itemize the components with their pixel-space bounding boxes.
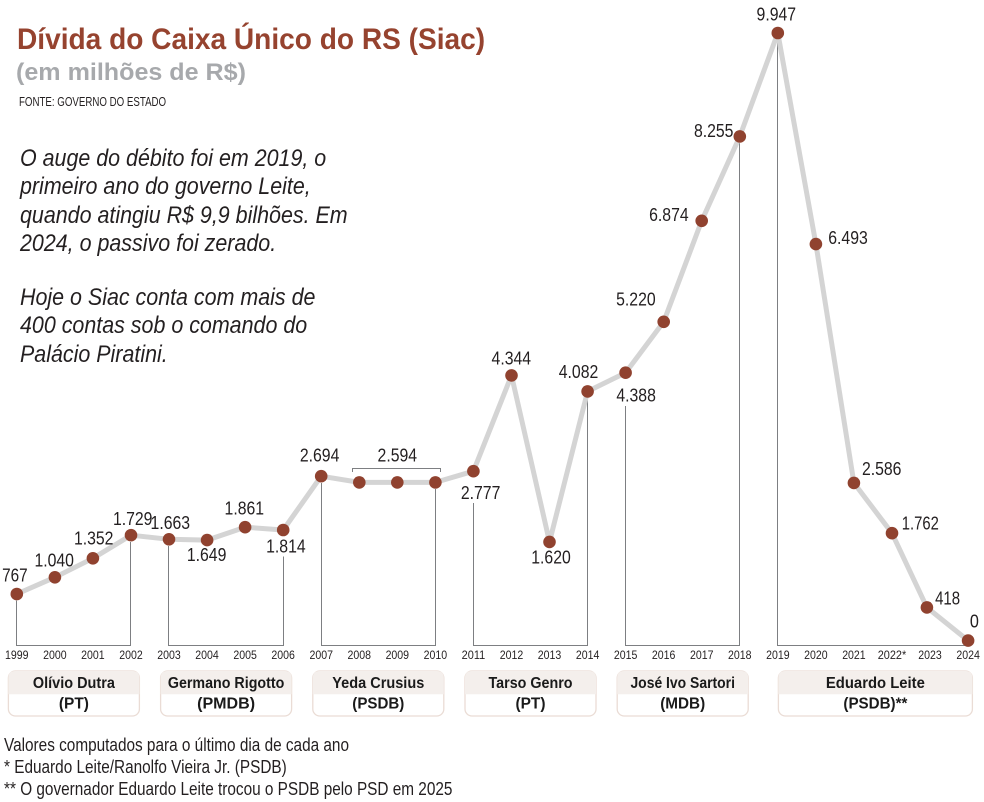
svg-text:1.620: 1.620 bbox=[531, 548, 571, 568]
svg-text:2.694: 2.694 bbox=[300, 446, 340, 466]
svg-text:2016: 2016 bbox=[652, 650, 676, 662]
svg-text:2004: 2004 bbox=[195, 650, 219, 662]
svg-text:5.220: 5.220 bbox=[616, 289, 656, 309]
svg-text:2009: 2009 bbox=[386, 650, 410, 662]
svg-text:1999: 1999 bbox=[5, 650, 29, 662]
svg-text:(PT): (PT) bbox=[516, 696, 546, 713]
svg-text:(MDB): (MDB) bbox=[660, 696, 705, 713]
svg-text:6.493: 6.493 bbox=[828, 228, 868, 248]
svg-text:1.649: 1.649 bbox=[187, 545, 227, 565]
svg-text:0: 0 bbox=[970, 612, 979, 632]
svg-text:1.814: 1.814 bbox=[266, 537, 306, 557]
svg-text:José Ivo Sartori: José Ivo Sartori bbox=[630, 675, 735, 692]
svg-text:4.388: 4.388 bbox=[616, 385, 656, 405]
svg-text:2011: 2011 bbox=[462, 650, 486, 662]
svg-text:2005: 2005 bbox=[233, 650, 257, 662]
svg-text:(PSDB)**: (PSDB)** bbox=[843, 696, 908, 713]
svg-text:2019: 2019 bbox=[766, 650, 790, 662]
svg-text:2006: 2006 bbox=[271, 650, 295, 662]
svg-text:2014: 2014 bbox=[576, 650, 600, 662]
svg-text:2020: 2020 bbox=[804, 650, 828, 662]
svg-text:(PMDB): (PMDB) bbox=[197, 696, 255, 713]
svg-text:Germano Rigotto: Germano Rigotto bbox=[168, 675, 285, 692]
svg-text:2003: 2003 bbox=[157, 650, 181, 662]
svg-text:2023: 2023 bbox=[918, 650, 942, 662]
svg-text:767: 767 bbox=[2, 566, 28, 586]
svg-text:2.594: 2.594 bbox=[378, 446, 418, 466]
svg-text:9.947: 9.947 bbox=[757, 5, 797, 25]
svg-text:2.777: 2.777 bbox=[461, 483, 501, 503]
svg-text:8.255: 8.255 bbox=[694, 121, 734, 141]
svg-text:1.861: 1.861 bbox=[225, 498, 265, 518]
svg-text:2013: 2013 bbox=[538, 650, 562, 662]
svg-text:2021: 2021 bbox=[842, 650, 866, 662]
svg-text:1.663: 1.663 bbox=[151, 513, 191, 533]
svg-text:Yeda Crusius: Yeda Crusius bbox=[332, 675, 424, 692]
svg-text:2010: 2010 bbox=[424, 650, 448, 662]
svg-text:2008: 2008 bbox=[348, 650, 372, 662]
svg-text:2000: 2000 bbox=[43, 650, 67, 662]
svg-text:1.729: 1.729 bbox=[113, 509, 153, 529]
svg-text:2015: 2015 bbox=[614, 650, 638, 662]
svg-text:2022*: 2022* bbox=[878, 650, 907, 662]
svg-text:4.082: 4.082 bbox=[559, 362, 599, 382]
svg-text:Olívio Dutra: Olívio Dutra bbox=[33, 675, 115, 692]
svg-text:1.352: 1.352 bbox=[74, 529, 114, 549]
svg-text:6.874: 6.874 bbox=[649, 205, 689, 225]
svg-text:2012: 2012 bbox=[500, 650, 524, 662]
svg-text:2007: 2007 bbox=[309, 650, 333, 662]
svg-text:418: 418 bbox=[935, 589, 960, 609]
svg-text:2017: 2017 bbox=[690, 650, 714, 662]
svg-text:2002: 2002 bbox=[119, 650, 143, 662]
svg-text:2.586: 2.586 bbox=[862, 459, 902, 479]
svg-text:Eduardo Leite: Eduardo Leite bbox=[826, 675, 925, 692]
svg-text:Tarso Genro: Tarso Genro bbox=[489, 675, 573, 692]
svg-text:2024: 2024 bbox=[956, 650, 980, 662]
svg-text:4.344: 4.344 bbox=[492, 349, 532, 369]
svg-text:1.040: 1.040 bbox=[34, 550, 74, 570]
svg-text:2001: 2001 bbox=[81, 650, 105, 662]
svg-text:(PT): (PT) bbox=[59, 696, 89, 713]
svg-text:2018: 2018 bbox=[728, 650, 752, 662]
svg-text:(PSDB): (PSDB) bbox=[352, 696, 404, 713]
svg-text:1.762: 1.762 bbox=[902, 514, 939, 534]
